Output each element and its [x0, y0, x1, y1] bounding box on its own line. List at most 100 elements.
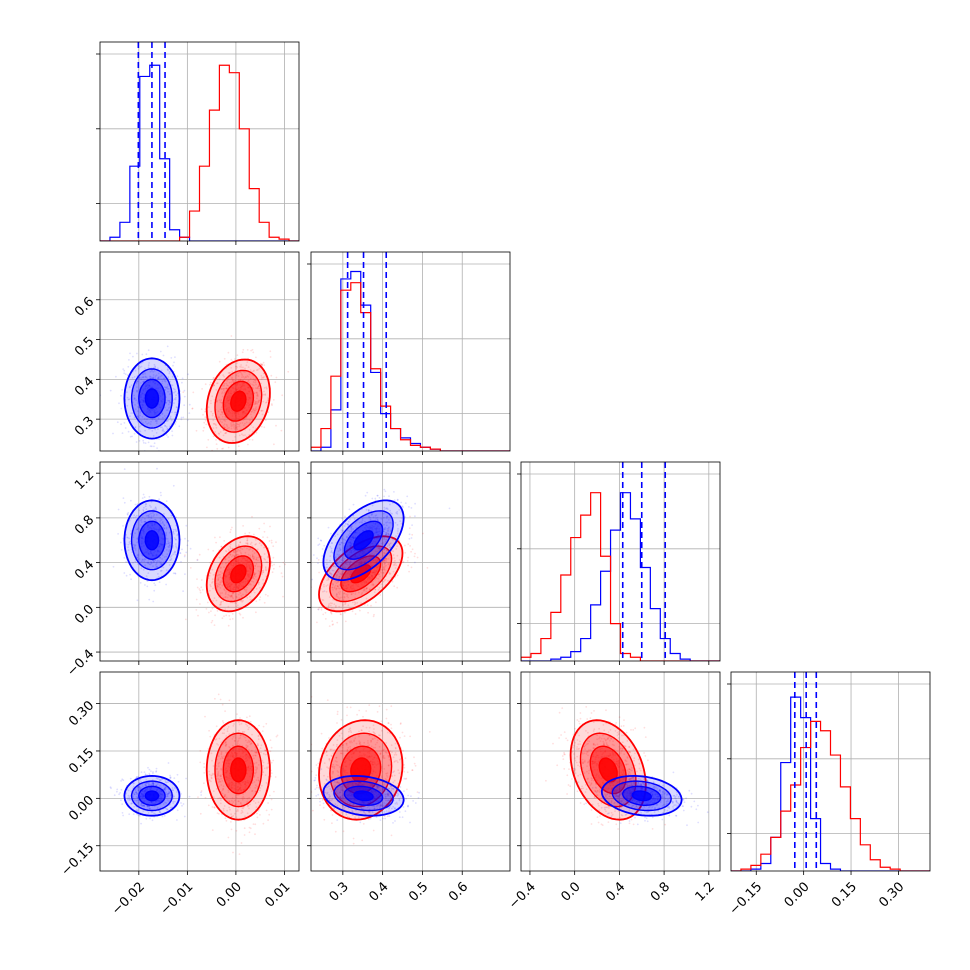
scatter-point [128, 796, 131, 799]
scatter-point [136, 557, 139, 559]
histogram-panel [517, 461, 721, 665]
scatter-point [360, 521, 362, 523]
scatter-point [143, 496, 146, 499]
scatter-point [264, 753, 267, 756]
scatter-point [385, 524, 388, 527]
scatter-point [331, 551, 334, 554]
scatter-point [343, 592, 345, 595]
scatter-point [239, 422, 242, 425]
scatter-point [167, 792, 170, 795]
scatter-point [204, 715, 206, 718]
scatter-point [256, 556, 258, 559]
y-tick-label: 0.4 [72, 374, 97, 399]
scatter-point [219, 571, 222, 573]
scatter-point [155, 514, 158, 516]
scatter-point [217, 577, 220, 580]
scatter-point [136, 528, 139, 531]
scatter-point [175, 538, 178, 541]
scatter-point [247, 443, 249, 446]
scatter-point [159, 377, 161, 380]
scatter-point [387, 527, 390, 530]
scatter-point [143, 506, 145, 509]
scatter-point [240, 371, 242, 374]
scatter-point [117, 533, 119, 535]
scatter-point [376, 494, 379, 497]
scatter-point [142, 804, 145, 806]
scatter-point [157, 416, 160, 418]
scatter-point [155, 767, 158, 770]
scatter-point [220, 752, 223, 755]
scatter-point [252, 581, 255, 583]
scatter-point [269, 750, 272, 753]
scatter-point [336, 553, 339, 556]
scatter-point [220, 566, 222, 569]
y-tick-label: −0.4 [64, 647, 97, 680]
scatter-point [328, 571, 331, 574]
scatter-point [349, 563, 351, 565]
scatter-point [223, 375, 226, 378]
scatter-point [137, 365, 140, 367]
scatter-point [126, 374, 129, 377]
scatter-point [238, 549, 241, 552]
scatter-point [134, 426, 137, 428]
scatter-point [332, 598, 334, 601]
scatter-point [376, 516, 379, 519]
scatter-point [222, 425, 225, 427]
scatter-point [140, 519, 142, 522]
scatter-point [383, 495, 385, 498]
scatter-point [255, 768, 257, 771]
scatter-point [209, 383, 211, 386]
scatter-point [142, 804, 145, 807]
scatter-point [232, 736, 235, 738]
scatter-point [252, 823, 255, 825]
y-tick-label: 0.3 [72, 414, 97, 439]
scatter-point [245, 591, 248, 594]
scatter-point [312, 554, 315, 556]
scatter-point [227, 593, 230, 596]
scatter-point [166, 795, 169, 797]
scatter-point [341, 596, 344, 599]
scatter-point [239, 547, 242, 550]
scatter-point [135, 792, 138, 795]
scatter-point [237, 445, 240, 448]
scatter-point [164, 506, 166, 508]
scatter-point [158, 560, 161, 563]
scatter-point [247, 553, 250, 556]
scatter-point [218, 360, 221, 363]
scatter-point [320, 606, 323, 609]
scatter-point [252, 575, 255, 578]
scatter-point [220, 601, 222, 604]
scatter-point [221, 411, 224, 414]
scatter-point [284, 563, 287, 566]
scatter-point [254, 565, 256, 568]
scatter-point [406, 495, 409, 498]
scatter-point [251, 782, 254, 784]
scatter-point [354, 593, 357, 595]
scatter-point [251, 555, 254, 557]
scatter-point [236, 425, 239, 428]
scatter-point [280, 429, 283, 432]
scatter-point [147, 364, 150, 367]
scatter-point [323, 544, 326, 547]
scatter-point [256, 767, 259, 770]
scatter-point [143, 521, 146, 523]
scatter-point [171, 806, 173, 809]
scatter-point [149, 563, 152, 566]
scatter-point [397, 528, 399, 530]
scatter-point [199, 750, 202, 752]
scatter-point [211, 619, 214, 622]
scatter-point [224, 596, 227, 599]
scatter-point [225, 743, 228, 746]
scatter-point [219, 698, 222, 701]
scatter-point [235, 553, 238, 556]
scatter-point [309, 587, 311, 589]
scatter-point [240, 552, 243, 555]
scatter-point [236, 553, 238, 556]
scatter-point [390, 542, 392, 544]
scatter-point [250, 413, 252, 416]
scatter-point [346, 529, 349, 532]
scatter-point [121, 389, 123, 391]
scatter-point [231, 592, 234, 595]
y-tick-label: 0.5 [72, 334, 97, 359]
scatter-point [317, 544, 320, 546]
